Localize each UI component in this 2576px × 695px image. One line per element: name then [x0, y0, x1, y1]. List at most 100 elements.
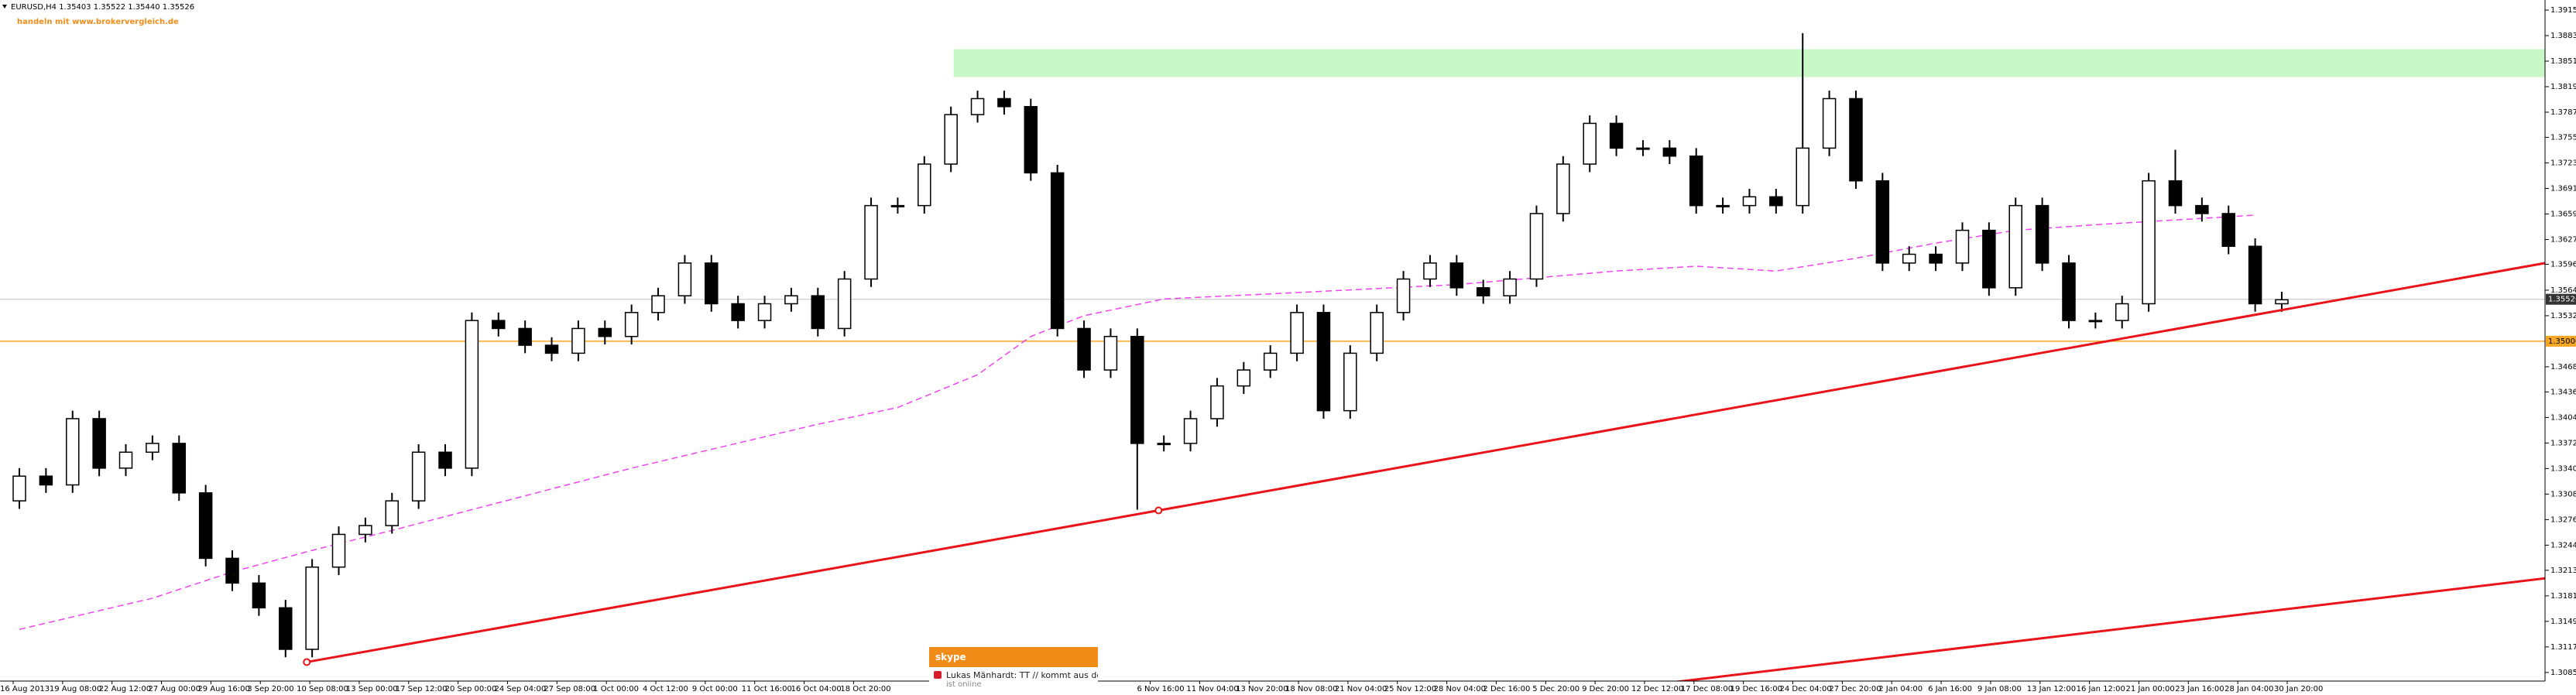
x-tick-label: 13 Nov 20:00 — [1236, 685, 1288, 693]
title-arrow — [2, 5, 7, 9]
y-tick-label: 1.33405 — [2550, 464, 2576, 473]
candle-body — [2221, 213, 2235, 247]
chat-popup[interactable]: skype Lukas Mänhardt: TT // kommt aus de… — [929, 647, 1098, 695]
candle-body — [2168, 180, 2183, 207]
x-tick-label: 28 Jan 04:00 — [2224, 685, 2273, 693]
x-tick-label: 4 Oct 12:00 — [643, 685, 688, 693]
y-tick-label: 1.32445 — [2550, 541, 2576, 549]
zone — [953, 49, 2545, 77]
x-tick-label: 13 Sep 00:00 — [346, 685, 398, 693]
candle-body — [172, 443, 187, 494]
candle-body — [1370, 312, 1384, 354]
y-tick-label: 1.37555 — [2550, 133, 2576, 142]
candle-body — [2275, 299, 2289, 305]
x-tick-label: 11 Oct 16:00 — [742, 685, 792, 693]
y-tick-label: 1.33085 — [2550, 490, 2576, 498]
x-tick-label: 12 Dec 12:00 — [1631, 685, 1683, 693]
candle-body — [1982, 229, 1996, 289]
y-tick-label: 1.38510 — [2550, 57, 2576, 66]
candle-body — [411, 451, 426, 502]
candle-body — [465, 320, 479, 469]
y-tick-label: 1.37870 — [2550, 108, 2576, 117]
level-label-bg — [2546, 335, 2576, 347]
y-tick-label: 1.34365 — [2550, 388, 2576, 396]
candle-body — [1636, 147, 1650, 150]
y-tick-label: 1.36595 — [2550, 210, 2576, 218]
candle-body — [225, 557, 239, 584]
trendline — [307, 262, 2545, 663]
candle-body — [1796, 147, 1809, 207]
y-tick-label: 1.36915 — [2550, 184, 2576, 193]
x-tick-label: 5 Dec 20:00 — [1532, 685, 1580, 693]
candle-body — [997, 98, 1011, 108]
candle-body — [1237, 369, 1251, 387]
candle-body — [438, 451, 452, 469]
y-tick-label: 1.36275 — [2550, 235, 2576, 244]
trendline-anchor — [303, 658, 311, 666]
candle-body — [518, 327, 532, 346]
candle-body — [1183, 418, 1198, 444]
candle-body — [146, 443, 159, 454]
candle-body — [358, 525, 372, 536]
candle-body — [944, 114, 958, 165]
y-tick-label: 1.35640 — [2550, 286, 2576, 295]
candle-body — [279, 607, 293, 650]
candle-body — [1210, 385, 1224, 419]
candle-body — [624, 312, 639, 337]
x-tick-label: 27 Sep 08:00 — [544, 685, 595, 693]
candle-body — [1077, 327, 1091, 371]
popup-icon — [934, 671, 942, 679]
candle-body — [705, 262, 719, 305]
candle-body — [677, 262, 692, 296]
candle-body — [1742, 196, 1757, 207]
candle-body — [1024, 106, 1038, 174]
candle-body — [1130, 335, 1144, 444]
x-tick-label: 11 Nov 04:00 — [1186, 685, 1238, 693]
y-tick-label: 1.34680 — [2550, 363, 2576, 371]
x-tick-label: 13 Jan 12:00 — [2027, 685, 2076, 693]
candle-body — [2248, 245, 2262, 305]
x-tick-label: 19 Dec 16:00 — [1730, 685, 1782, 693]
candle-body — [1423, 262, 1437, 280]
chart-subtitle: handeln mit www.brokervergleich.de — [17, 18, 179, 26]
candle-body — [811, 295, 825, 330]
trendline-anchor — [1154, 506, 1163, 515]
x-tick-label: 6 Nov 16:00 — [1137, 685, 1185, 693]
candle-body — [1476, 287, 1490, 296]
candle-body — [1263, 352, 1278, 371]
x-tick-label: 1 Oct 00:00 — [593, 685, 639, 693]
candle-body — [198, 492, 213, 560]
candle-body — [2115, 303, 2129, 321]
y-tick-label: 1.35320 — [2550, 312, 2576, 320]
popup-brand: skype — [929, 647, 1098, 667]
candle-body — [598, 327, 612, 337]
candle-body — [385, 500, 400, 526]
y-tick-label: 1.32765 — [2550, 515, 2576, 524]
candle-body — [2088, 320, 2103, 323]
x-tick-label: 18 Nov 08:00 — [1285, 685, 1337, 693]
candle-body — [1955, 229, 1970, 264]
candle-body — [1343, 352, 1357, 412]
x-tick-label: 3 Sep 20:00 — [247, 685, 293, 693]
candle-body — [1609, 122, 1624, 149]
x-tick-label: 20 Sep 00:00 — [445, 685, 497, 693]
candle-body — [1396, 278, 1411, 313]
candle-body — [1503, 278, 1517, 296]
candle-body — [1290, 312, 1304, 354]
candle-body — [2035, 204, 2049, 264]
candle-body — [757, 303, 772, 321]
x-tick-label: 18 Oct 20:00 — [840, 685, 890, 693]
candle-body — [1583, 122, 1597, 165]
x-tick-label: 27 Dec 20:00 — [1829, 685, 1881, 693]
candle-body — [331, 533, 346, 568]
candle-body — [1849, 98, 1863, 182]
plot — [0, 33, 2545, 681]
x-tick-label: 28 Nov 04:00 — [1434, 685, 1486, 693]
candle-body — [1157, 443, 1171, 446]
y-tick-label: 1.38190 — [2550, 83, 2576, 91]
candle-body — [1822, 98, 1837, 149]
candle-body — [1529, 213, 1544, 280]
x-tick-label: 27 Aug 00:00 — [149, 685, 201, 693]
x-tick-label: 2 Dec 16:00 — [1483, 685, 1530, 693]
